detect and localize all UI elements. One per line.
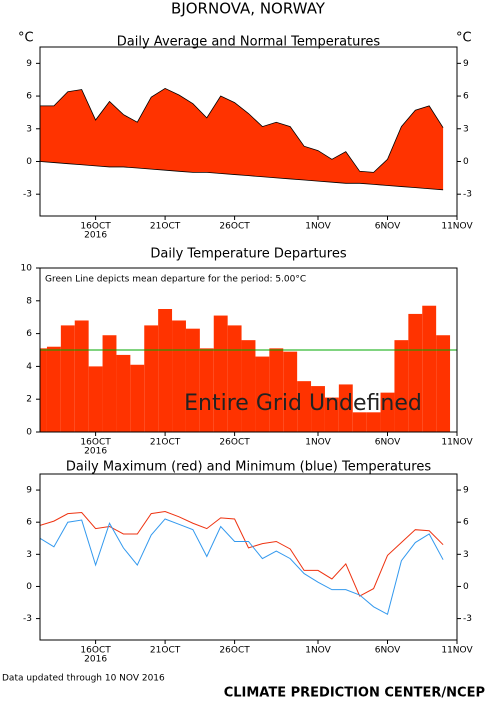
bar <box>102 335 117 432</box>
bar <box>241 340 256 432</box>
chart-title: Daily Average and Normal Temperatures <box>117 35 381 50</box>
y-tick-label: 8 <box>26 296 32 306</box>
bar <box>144 325 159 432</box>
y2-tick-label: 9 <box>463 59 469 69</box>
x-tick-label: 6NOV <box>375 438 401 448</box>
page-title: BJORNOVA, NORWAY <box>171 0 326 18</box>
bar <box>46 346 61 432</box>
x-tick-label: 1NOV <box>305 438 331 448</box>
x-tick-label: 21OCT <box>150 438 181 448</box>
series-line <box>40 510 444 597</box>
update-note: Data updated through 10 NOV 2016 <box>2 674 165 684</box>
y2-tick-label: -3 <box>463 614 472 624</box>
source: CLIMATE PREDICTION CENTER/NCEP <box>224 686 485 701</box>
annotation-large: Entire Grid Undefined <box>184 391 422 416</box>
bar <box>116 354 131 432</box>
y-unit-label: °C <box>18 31 34 46</box>
y-tick-label: 0 <box>26 428 32 438</box>
bar <box>408 313 423 432</box>
y-tick-label: 3 <box>26 550 32 560</box>
y-tick-label: -3 <box>23 190 32 200</box>
y-tick-label: 10 <box>21 264 33 274</box>
y2-unit-label: °C <box>456 31 472 46</box>
x-tick-label: 26OCT <box>219 646 250 656</box>
y2-tick-label: 6 <box>463 518 469 528</box>
y2-tick-label: 9 <box>463 486 469 496</box>
plot-area <box>40 510 444 616</box>
chart-title: Daily Maximum (red) and Minimum (blue) T… <box>66 460 431 475</box>
bar <box>88 366 103 432</box>
bar <box>40 348 47 432</box>
bar <box>394 340 409 432</box>
x-tick-label: 6NOV <box>375 222 401 232</box>
y-tick-label: 4 <box>26 362 32 372</box>
y2-tick-label: 3 <box>463 550 469 560</box>
bar <box>255 356 270 432</box>
bar <box>352 412 367 432</box>
y2-tick-label: 0 <box>463 157 469 167</box>
y2-tick-label: 6 <box>463 92 469 102</box>
y-tick-label: -3 <box>23 614 32 624</box>
y2-tick-label: 0 <box>463 582 469 592</box>
y-tick-label: 6 <box>26 92 32 102</box>
y-tick-label: 6 <box>26 518 32 528</box>
x-tick-label: 6NOV <box>375 646 401 656</box>
bar <box>283 351 298 432</box>
y2-tick-label: -3 <box>463 190 472 200</box>
bar <box>60 325 75 432</box>
bar <box>269 348 284 432</box>
x-tick-label: 1NOV <box>305 222 331 232</box>
series-line <box>40 518 444 616</box>
bar <box>172 320 186 432</box>
plot-frame <box>39 267 458 433</box>
y-tick-label: 0 <box>26 582 32 592</box>
bar <box>311 386 325 432</box>
y2-tick-label: 3 <box>463 124 469 134</box>
series-line <box>40 161 444 191</box>
chart-title: Daily Temperature Departures <box>150 247 346 262</box>
y-tick-label: 6 <box>26 329 32 339</box>
x-tick-label: 16OCT <box>80 646 111 656</box>
bar <box>338 384 353 432</box>
x-tick-label: 1NOV <box>305 646 331 656</box>
bar <box>74 320 89 432</box>
x-tick-label: 21OCT <box>150 646 181 656</box>
y-tick-label: 0 <box>26 157 32 167</box>
bar <box>185 328 200 432</box>
x-tick-label: 26OCT <box>219 222 250 232</box>
annotation: Green Line depicts mean departure for th… <box>45 275 306 285</box>
bar <box>324 397 339 432</box>
plot-frame <box>39 473 458 641</box>
x-tick-label: 21OCT <box>150 222 181 232</box>
bar <box>158 309 173 432</box>
bar <box>213 315 228 432</box>
bar <box>199 348 214 432</box>
bar <box>436 335 451 432</box>
plot-area <box>40 87 444 191</box>
bar <box>297 381 312 432</box>
y-tick-label: 9 <box>26 59 32 69</box>
area-fill <box>40 88 444 190</box>
bar <box>366 412 381 432</box>
x-tick-label: 16OCT <box>80 438 111 448</box>
bar <box>380 392 395 432</box>
x-tick-label: 11NOV <box>441 222 473 232</box>
x-year-label: 2016 <box>84 231 107 241</box>
x-tick-label: 26OCT <box>219 438 250 448</box>
y-tick-label: 2 <box>26 395 32 405</box>
x-year-label: 2016 <box>84 447 107 457</box>
plot-area <box>40 305 451 432</box>
bar <box>130 364 145 432</box>
x-year-label: 2016 <box>84 655 107 665</box>
bar <box>227 325 242 432</box>
bar <box>422 305 437 432</box>
plot-frame <box>39 46 458 217</box>
x-tick-label: 11NOV <box>441 438 473 448</box>
x-tick-label: 16OCT <box>80 222 111 232</box>
series-line <box>40 87 444 173</box>
y-tick-label: 3 <box>26 124 32 134</box>
y-tick-label: 9 <box>26 486 32 496</box>
x-tick-label: 11NOV <box>441 646 473 656</box>
